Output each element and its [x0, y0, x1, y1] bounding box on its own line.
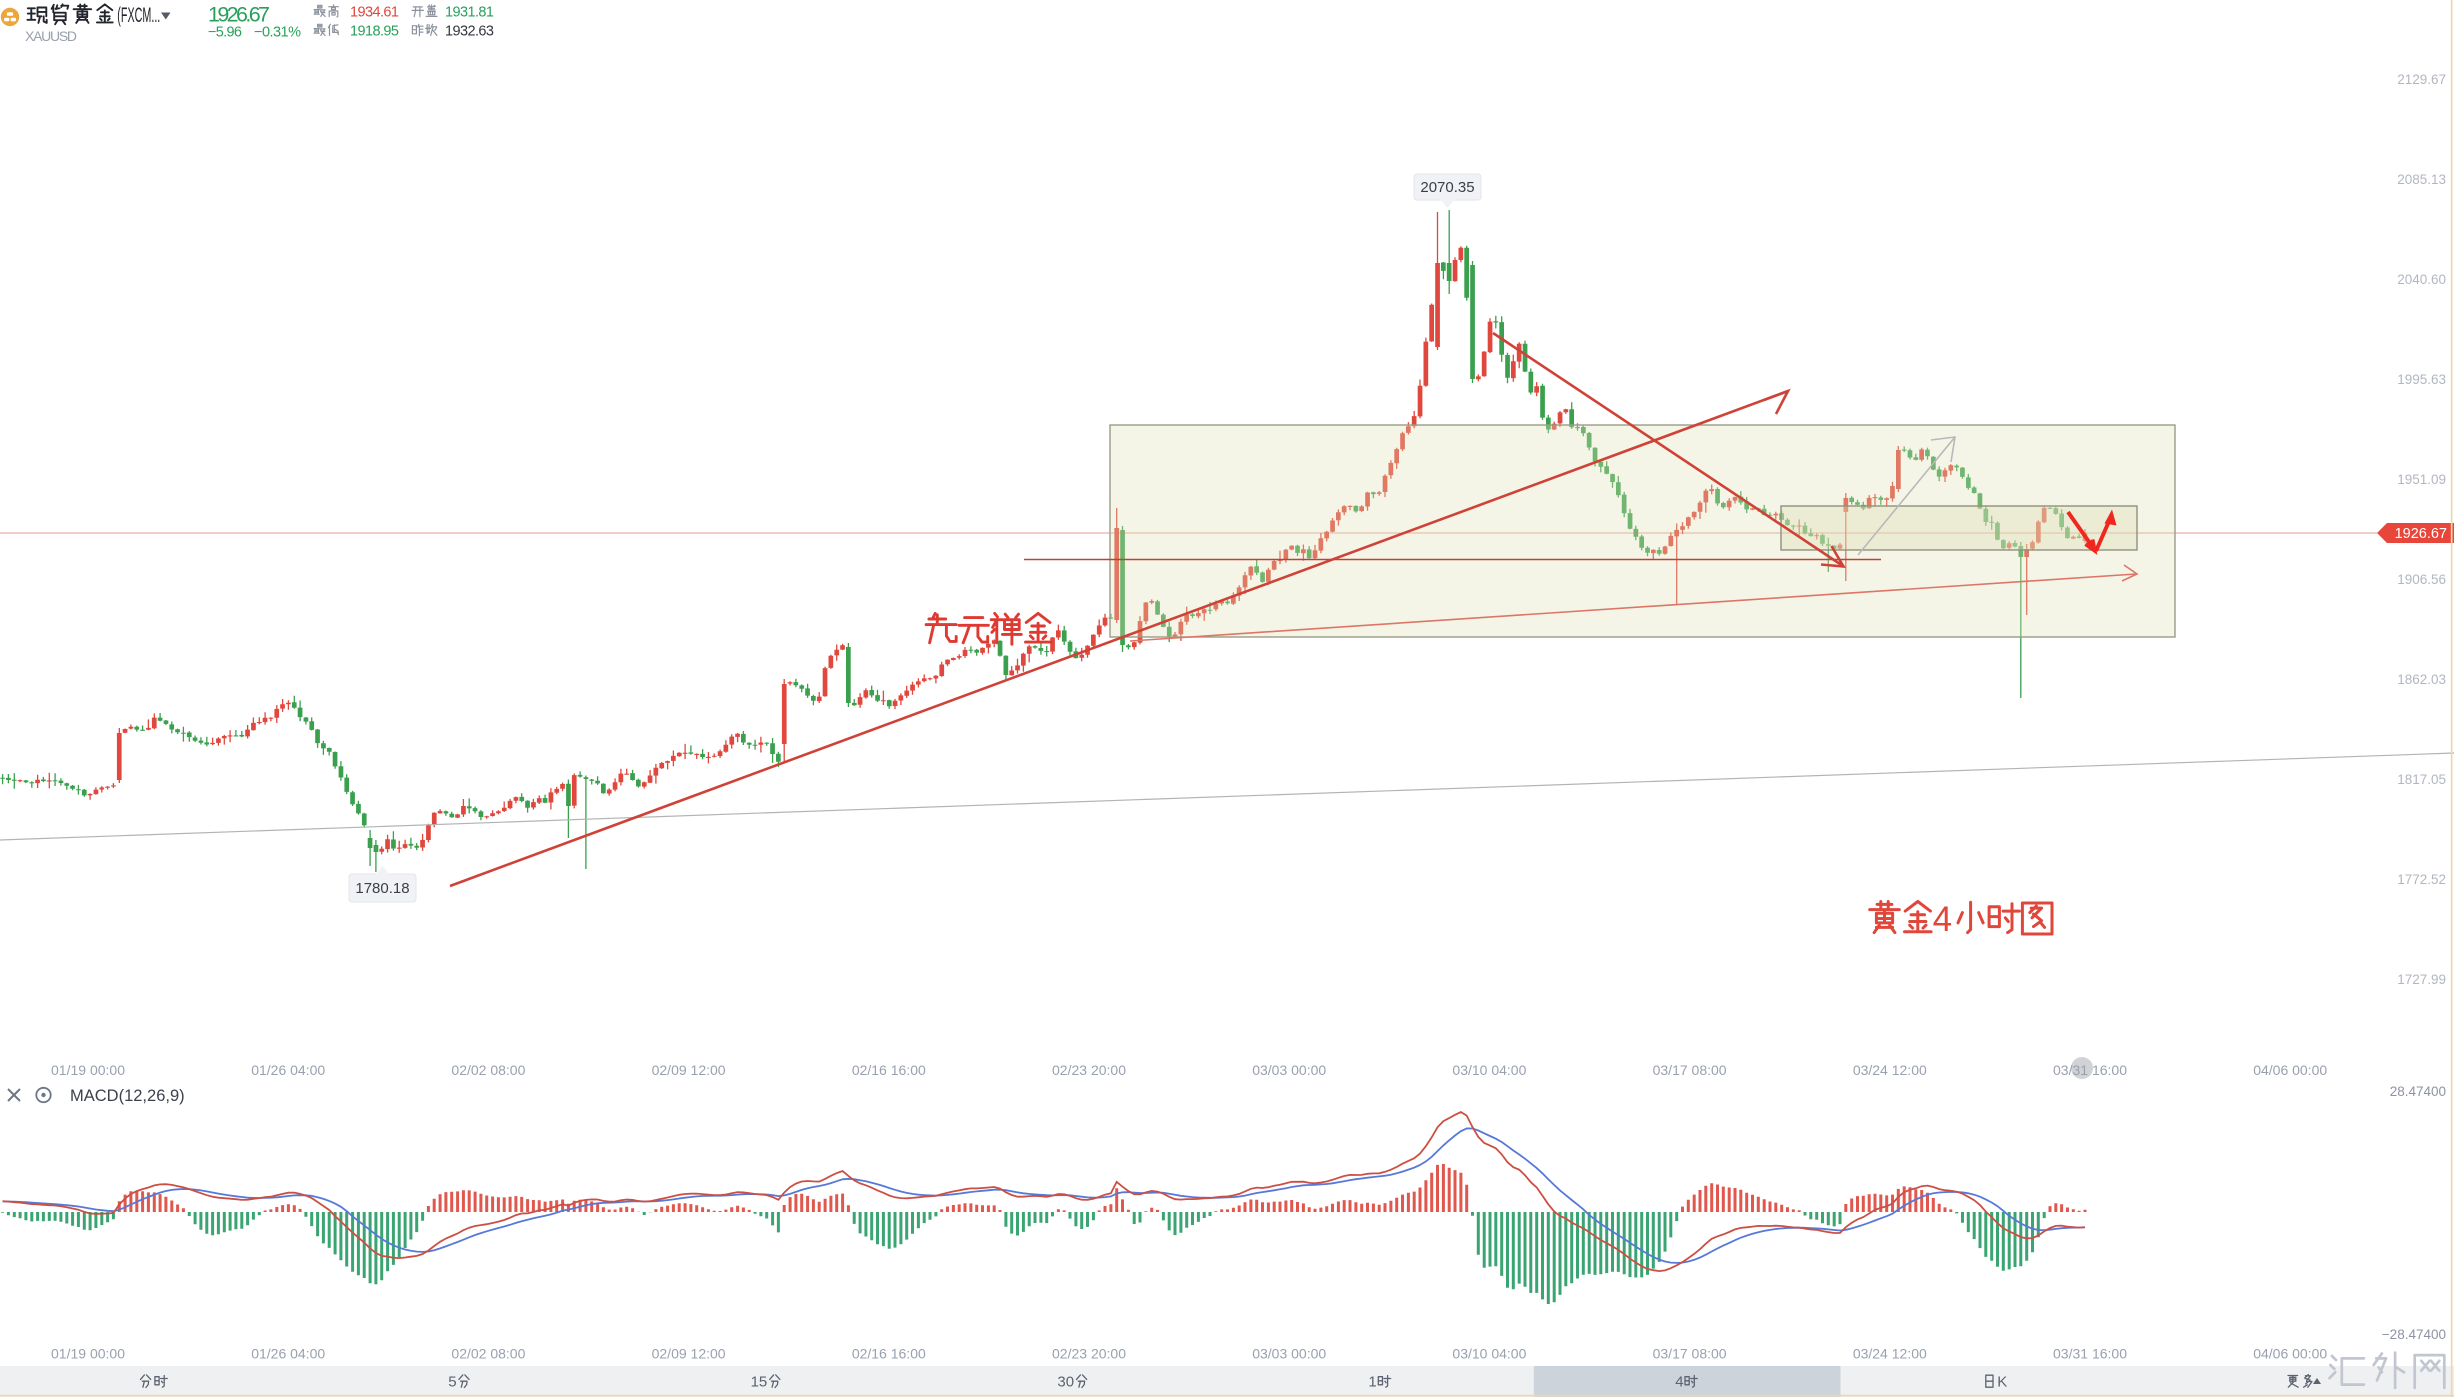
svg-text:1932.63: 1932.63 — [445, 24, 494, 40]
svg-text:2085.13: 2085.13 — [2397, 172, 2446, 187]
svg-text:03/17 08:00: 03/17 08:00 — [1653, 1062, 1727, 1078]
svg-text:04/06 00:00: 04/06 00:00 — [2253, 1062, 2327, 1078]
svg-text:28.47400: 28.47400 — [2390, 1084, 2446, 1099]
svg-text:1780.18: 1780.18 — [355, 880, 409, 897]
svg-text:1926.67: 1926.67 — [2395, 526, 2447, 542]
svg-text:02/02 08:00: 02/02 08:00 — [451, 1346, 525, 1362]
svg-text:2070.35: 2070.35 — [1420, 179, 1474, 196]
svg-text:1951.09: 1951.09 — [2397, 472, 2446, 487]
svg-text:K: K — [1997, 1374, 2007, 1391]
svg-text:1906.56: 1906.56 — [2397, 572, 2446, 587]
svg-text:MACD(12,26,9): MACD(12,26,9) — [70, 1087, 185, 1105]
svg-text:02/16 16:00: 02/16 16:00 — [852, 1346, 926, 1362]
svg-text:01/26 04:00: 01/26 04:00 — [251, 1062, 325, 1078]
svg-text:4: 4 — [1933, 900, 1952, 939]
svg-text:−28.47400: −28.47400 — [2382, 1327, 2446, 1342]
svg-text:02/02 08:00: 02/02 08:00 — [451, 1062, 525, 1078]
svg-text:1934.61: 1934.61 — [350, 5, 399, 21]
svg-text:−0.31%: −0.31% — [254, 25, 301, 41]
svg-text:XAUUSD: XAUUSD — [25, 28, 77, 44]
svg-text:2129.67: 2129.67 — [2397, 72, 2446, 87]
svg-text:04/06 00:00: 04/06 00:00 — [2253, 1346, 2327, 1362]
svg-text:1817.05: 1817.05 — [2397, 772, 2446, 787]
svg-text:15: 15 — [751, 1374, 768, 1391]
svg-text:01/19 00:00: 01/19 00:00 — [51, 1346, 125, 1362]
svg-text:03/31 16:00: 03/31 16:00 — [2053, 1062, 2127, 1078]
svg-text:02/23 20:00: 02/23 20:00 — [1052, 1346, 1126, 1362]
svg-text:1995.63: 1995.63 — [2397, 372, 2446, 387]
svg-text:1: 1 — [1368, 1374, 1376, 1391]
svg-text:02/09 12:00: 02/09 12:00 — [652, 1062, 726, 1078]
svg-text:03/17 08:00: 03/17 08:00 — [1653, 1346, 1727, 1362]
svg-text:02/09 12:00: 02/09 12:00 — [652, 1346, 726, 1362]
svg-text:2040.60: 2040.60 — [2397, 272, 2446, 287]
svg-text:02/16 16:00: 02/16 16:00 — [852, 1062, 926, 1078]
svg-text:30: 30 — [1057, 1374, 1074, 1391]
svg-text:5: 5 — [448, 1374, 456, 1391]
svg-text:01/26 04:00: 01/26 04:00 — [251, 1346, 325, 1362]
svg-text:4: 4 — [1675, 1374, 1683, 1391]
svg-text:(FXCM...: (FXCM... — [117, 4, 160, 27]
svg-text:1926.67: 1926.67 — [208, 3, 270, 27]
svg-text:1931.81: 1931.81 — [445, 5, 494, 21]
svg-text:03/24 12:00: 03/24 12:00 — [1853, 1062, 1927, 1078]
svg-text:02/23 20:00: 02/23 20:00 — [1052, 1062, 1126, 1078]
svg-text:−5.96: −5.96 — [208, 25, 242, 41]
svg-text:1918.95: 1918.95 — [350, 24, 399, 40]
svg-text:1727.99: 1727.99 — [2397, 972, 2446, 987]
svg-text:03/31 16:00: 03/31 16:00 — [2053, 1346, 2127, 1362]
svg-text:03/24 12:00: 03/24 12:00 — [1853, 1346, 1927, 1362]
svg-text:1862.03: 1862.03 — [2397, 672, 2446, 687]
svg-text:01/19 00:00: 01/19 00:00 — [51, 1062, 125, 1078]
svg-text:03/10 04:00: 03/10 04:00 — [1452, 1062, 1526, 1078]
svg-text:1772.52: 1772.52 — [2397, 872, 2446, 887]
svg-text:03/10 04:00: 03/10 04:00 — [1452, 1346, 1526, 1362]
svg-text:03/03 00:00: 03/03 00:00 — [1252, 1346, 1326, 1362]
svg-text:03/03 00:00: 03/03 00:00 — [1252, 1062, 1326, 1078]
